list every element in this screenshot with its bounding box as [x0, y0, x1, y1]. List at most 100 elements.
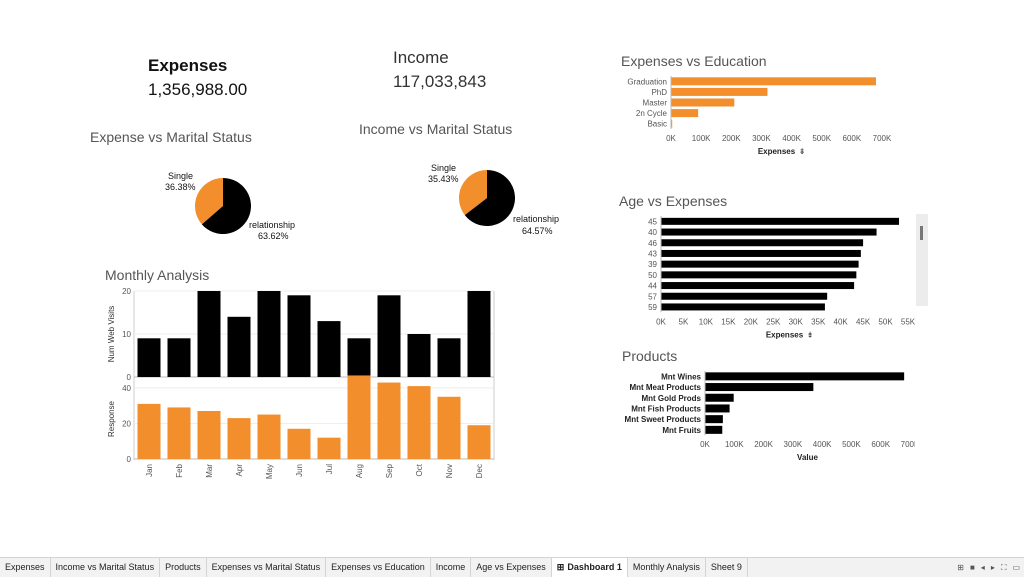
bar-jul[interactable] — [317, 437, 341, 459]
show-sheets-icon[interactable]: ⊞ — [957, 563, 964, 572]
bar-mar[interactable] — [197, 291, 221, 377]
bar-aug[interactable] — [347, 338, 371, 377]
tab-dashboard-1[interactable]: ⊞ Dashboard 1 — [551, 558, 628, 577]
bar-jul[interactable] — [317, 321, 341, 377]
bar-dec[interactable] — [467, 425, 491, 459]
age-expenses-scrollbar[interactable] — [916, 214, 928, 306]
bar-nov[interactable] — [437, 338, 461, 377]
scrollbar-thumb[interactable] — [920, 226, 923, 240]
sort-icon[interactable]: ⇟ — [807, 330, 814, 339]
bar-graduation[interactable] — [671, 77, 876, 86]
pie-slice-relationship[interactable] — [464, 170, 515, 226]
x-tick-label: 25K — [766, 317, 781, 326]
expenses-education-title: Expenses vs Education — [621, 53, 767, 69]
tab-sheet-9[interactable]: Sheet 9 — [706, 558, 748, 577]
sort-icon[interactable]: ⇟ — [799, 147, 806, 156]
bar-59[interactable] — [661, 303, 825, 311]
category-label: 59 — [648, 303, 657, 312]
monthly-analysis-svg[interactable]: 0 10 20 Num Web Visits 0 20 40 Response Jan Feb Ma… — [100, 287, 500, 488]
category-label: 50 — [648, 271, 657, 280]
income-marital-pie[interactable]: Single 35.43% relationship 64.57% — [425, 158, 585, 243]
bar-43[interactable] — [661, 249, 861, 257]
bar-sep[interactable] — [377, 382, 401, 459]
bar-2n-cycle[interactable] — [671, 109, 699, 118]
y-tick-label: 0 — [127, 455, 132, 464]
expense-marital-pie[interactable]: Single 36.38% relationship 63.62% — [160, 165, 320, 250]
bar-apr[interactable] — [227, 316, 251, 377]
bar-44[interactable] — [661, 282, 855, 290]
scroll-left-icon[interactable]: ◂ — [980, 563, 985, 572]
pie-slice-single[interactable] — [459, 170, 487, 216]
tab-expenses[interactable]: Expenses — [0, 558, 51, 577]
tab-income-vs-marital-status[interactable]: Income vs Marital Status — [51, 558, 161, 577]
x-tick-label: Apr — [235, 464, 244, 477]
bar-40[interactable] — [661, 228, 877, 236]
fullscreen-icon[interactable]: ⛶ — [1000, 562, 1007, 572]
bar-mnt-sweet-products[interactable] — [705, 415, 723, 424]
x-axis-title: Expenses — [758, 147, 796, 156]
bar-dec[interactable] — [467, 291, 491, 377]
tab-expenses-vs-education[interactable]: Expenses vs Education — [326, 558, 431, 577]
expense-marital-chart[interactable]: Single 36.38% relationship 63.62% — [160, 165, 320, 250]
bar-45[interactable] — [661, 217, 900, 225]
bar-mnt-fish-products[interactable] — [705, 404, 730, 413]
bar-50[interactable] — [661, 271, 857, 279]
tab-monthly-analysis[interactable]: Monthly Analysis — [628, 558, 706, 577]
category-label: 40 — [648, 228, 657, 237]
category-label: 39 — [648, 260, 657, 269]
bar-oct[interactable] — [407, 386, 431, 459]
bar-jan[interactable] — [137, 338, 161, 377]
filmstrip-icon[interactable]: ■ — [969, 563, 975, 572]
tab-expenses-vs-marital-status[interactable]: Expenses vs Marital Status — [207, 558, 327, 577]
products-svg[interactable]: Mnt Wines Mnt Meat Products Mnt Gold Prods… — [615, 368, 920, 466]
bar-may[interactable] — [257, 414, 281, 459]
products-chart[interactable]: Mnt Wines Mnt Meat Products Mnt Gold Prods… — [615, 368, 920, 471]
tab-label: Expenses vs Marital Status — [211, 562, 321, 572]
bar-mar[interactable] — [197, 411, 221, 459]
bar-phd[interactable] — [671, 87, 768, 96]
bar-jun[interactable] — [287, 295, 311, 377]
x-tick-label: 55K — [901, 317, 915, 326]
bar-mnt-wines[interactable] — [705, 372, 905, 381]
y-tick-label: 0 — [127, 373, 132, 382]
bar-feb[interactable] — [167, 407, 191, 459]
bar-apr[interactable] — [227, 418, 251, 459]
scroll-right-icon[interactable]: ▸ — [990, 563, 995, 572]
pie-pct-relationship: 63.62% — [258, 231, 289, 241]
income-marital-chart[interactable]: Single 35.43% relationship 64.57% — [425, 158, 585, 243]
tab-label: Expenses — [5, 562, 45, 572]
income-marital-title: Income vs Marital Status — [359, 121, 513, 137]
bar-mnt-gold-prods[interactable] — [705, 393, 734, 402]
bar-aug[interactable] — [347, 375, 371, 459]
bar-jan[interactable] — [137, 403, 161, 459]
bar-feb[interactable] — [167, 338, 191, 377]
tab-label: Income — [435, 562, 466, 572]
bar-may[interactable] — [257, 291, 281, 377]
tab-products[interactable]: Products — [160, 558, 207, 577]
category-label: Master — [643, 99, 668, 108]
expenses-kpi-value: 1,356,988.00 — [148, 80, 248, 99]
bar-mnt-fruits[interactable] — [705, 425, 723, 434]
monthly-analysis-chart[interactable]: 0 10 20 Num Web Visits 0 20 40 Response Jan Feb Ma… — [100, 287, 500, 493]
present-icon[interactable]: ▭ — [1012, 563, 1020, 572]
x-tick-label: Sep — [385, 463, 394, 478]
bar-mnt-meat-products[interactable] — [705, 383, 814, 392]
expenses-education-chart[interactable]: Graduation PhD Master 2n Cycle Basic 0K 100K 20… — [615, 72, 915, 169]
bar-jun[interactable] — [287, 428, 311, 459]
bar-master[interactable] — [671, 98, 735, 107]
bar-sep[interactable] — [377, 295, 401, 377]
pie-slice-relationship[interactable] — [201, 178, 251, 234]
category-label: 57 — [648, 292, 657, 301]
tab-income[interactable]: Income — [431, 558, 472, 577]
bar-57[interactable] — [661, 292, 828, 300]
bar-oct[interactable] — [407, 334, 431, 377]
bar-nov[interactable] — [437, 396, 461, 459]
bar-basic[interactable] — [671, 119, 673, 128]
bar-46[interactable] — [661, 239, 864, 247]
pie-slice-single[interactable] — [195, 178, 223, 225]
bar-39[interactable] — [661, 260, 859, 268]
tab-age-vs-expenses[interactable]: Age vs Expenses — [471, 558, 552, 577]
age-expenses-chart[interactable]: 45 40 46 43 39 50 44 57 59 0K 5K 10K 15K 20K 25K 30K 35K… — [615, 212, 916, 345]
